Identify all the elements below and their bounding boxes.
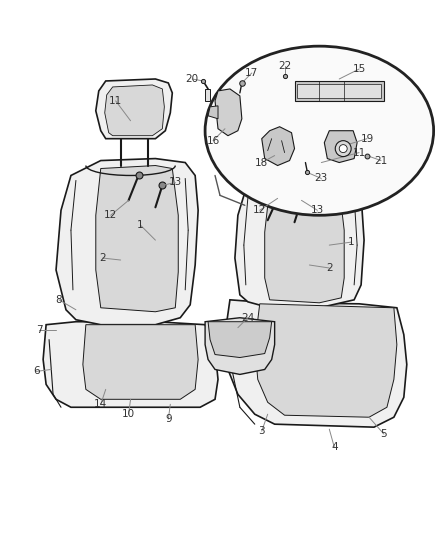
Polygon shape [208, 106, 218, 119]
Polygon shape [272, 104, 347, 163]
Polygon shape [96, 79, 172, 139]
Polygon shape [205, 89, 210, 101]
Text: 13: 13 [169, 177, 182, 188]
Ellipse shape [205, 46, 434, 215]
Text: 8: 8 [56, 295, 62, 305]
Circle shape [339, 144, 347, 152]
Polygon shape [294, 81, 384, 101]
Polygon shape [324, 131, 357, 163]
Polygon shape [235, 179, 364, 308]
Polygon shape [43, 322, 218, 407]
Text: 4: 4 [331, 442, 338, 452]
Polygon shape [262, 127, 294, 166]
Polygon shape [83, 325, 198, 399]
Text: 2: 2 [99, 253, 106, 263]
Text: 13: 13 [311, 205, 324, 215]
Text: 1: 1 [348, 237, 354, 247]
Circle shape [335, 141, 351, 157]
Polygon shape [297, 84, 381, 98]
Text: 17: 17 [245, 68, 258, 78]
Text: 16: 16 [206, 136, 220, 146]
Text: 23: 23 [315, 173, 328, 183]
Text: 12: 12 [104, 210, 117, 220]
Text: 11: 11 [353, 148, 366, 158]
Text: 3: 3 [258, 426, 265, 436]
Text: 18: 18 [255, 158, 268, 167]
Text: 22: 22 [278, 61, 291, 71]
Text: 2: 2 [326, 263, 332, 273]
Text: 20: 20 [186, 74, 199, 84]
Polygon shape [225, 300, 407, 427]
Text: 24: 24 [241, 313, 254, 323]
Text: 21: 21 [374, 156, 388, 166]
Text: 14: 14 [94, 399, 107, 409]
Text: 6: 6 [33, 367, 39, 376]
Polygon shape [205, 318, 275, 375]
Text: 19: 19 [360, 134, 374, 144]
Text: 15: 15 [353, 64, 366, 74]
Text: 12: 12 [253, 205, 266, 215]
Text: 1: 1 [137, 220, 144, 230]
Polygon shape [265, 185, 344, 303]
Polygon shape [208, 322, 272, 358]
Polygon shape [215, 89, 242, 136]
Polygon shape [279, 109, 339, 158]
Polygon shape [105, 85, 164, 136]
Text: 11: 11 [109, 96, 122, 106]
Polygon shape [255, 304, 397, 417]
Text: 10: 10 [122, 409, 135, 419]
Text: 7: 7 [36, 325, 42, 335]
Text: 9: 9 [165, 414, 172, 424]
Text: 5: 5 [381, 429, 387, 439]
Polygon shape [56, 158, 198, 325]
Polygon shape [96, 166, 178, 312]
